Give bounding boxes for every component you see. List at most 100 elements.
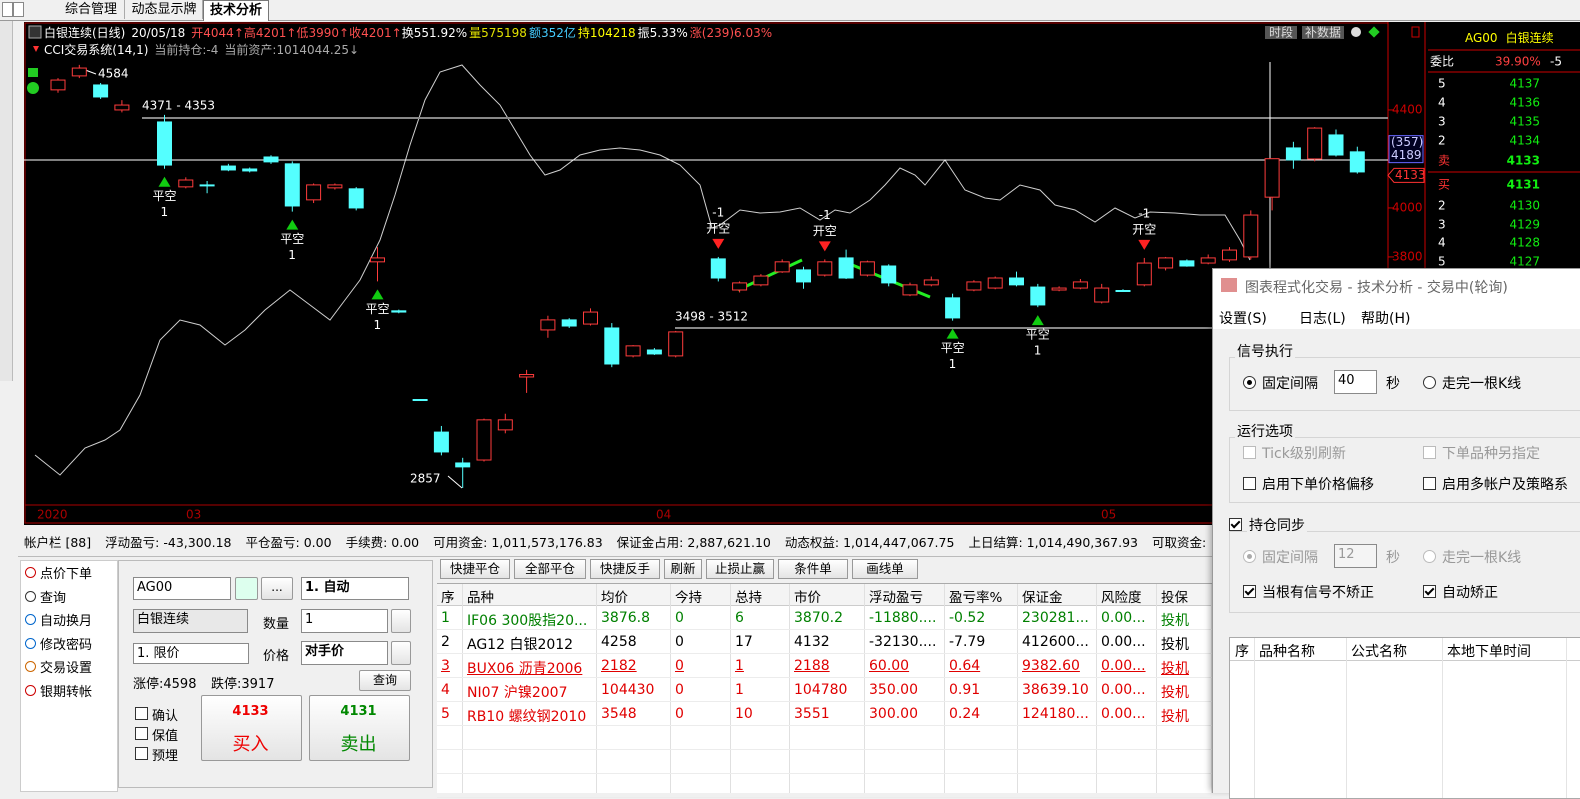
header-cell[interactable]: 序 — [441, 590, 455, 606]
price-type-select[interactable]: 1. 限价 — [133, 643, 249, 664]
cell[interactable]: -7.79 — [949, 634, 986, 650]
cell[interactable]: 0.64 — [949, 658, 981, 674]
tab-scroll-left[interactable] — [2, 2, 13, 17]
cell[interactable]: 104430 — [601, 682, 655, 698]
checkbox-label[interactable]: 下单品种另指定 — [1442, 446, 1540, 462]
checkbox[interactable] — [1243, 585, 1256, 598]
cell[interactable]: 0.00... — [1101, 682, 1146, 698]
action-button[interactable]: 快捷反手 — [590, 559, 660, 579]
cell[interactable]: -0.52 — [949, 610, 986, 626]
group-title[interactable]: 持仓同步 — [1247, 515, 1307, 535]
cell[interactable]: 0.24 — [949, 706, 981, 722]
header-cell[interactable]: 本地下单时间 — [1447, 644, 1531, 660]
action-button[interactable]: 画线单 — [852, 559, 918, 579]
header-cell[interactable]: 保证金 — [1022, 590, 1063, 606]
cell[interactable]: 1 — [441, 610, 450, 626]
action-button[interactable]: 快捷平仓 — [440, 559, 510, 579]
menu-item[interactable]: 银期转帐 — [40, 684, 93, 700]
interval-input[interactable]: 12 — [1334, 544, 1377, 568]
cell[interactable]: 投机 — [1161, 685, 1189, 701]
buy-price[interactable]: 4133 — [232, 704, 269, 719]
cell[interactable]: -32130.... — [869, 634, 937, 650]
lock-button[interactable] — [235, 577, 258, 600]
cell[interactable]: 0 — [675, 706, 684, 722]
header-cell[interactable]: 市价 — [794, 590, 821, 606]
cell[interactable]: 412600... — [1022, 634, 1089, 650]
menu-item[interactable]: 设置(S) — [1219, 311, 1267, 327]
settings-icon[interactable] — [1351, 27, 1361, 37]
button[interactable] — [1265, 26, 1297, 39]
radio[interactable] — [1423, 550, 1436, 563]
checkbox[interactable] — [1423, 446, 1436, 459]
cell[interactable]: AG12 白银2012 — [467, 637, 574, 653]
checkbox-label[interactable]: 自动矫正 — [1442, 585, 1498, 601]
radio-label[interactable]: 固定间隔 — [1262, 550, 1318, 566]
checkbox-label[interactable]: 当根有信号不矫正 — [1262, 585, 1374, 601]
cell[interactable]: 4132 — [794, 634, 830, 650]
cell[interactable]: 350.00 — [869, 682, 918, 698]
cell[interactable]: 124180... — [1022, 706, 1089, 722]
header-cell[interactable]: 品种名称 — [1259, 644, 1315, 660]
checkbox[interactable] — [135, 707, 148, 720]
cell[interactable]: 3548 — [601, 706, 637, 722]
more-button[interactable]: ... — [261, 577, 293, 600]
cell[interactable]: 投机 — [1161, 709, 1189, 725]
header-cell[interactable]: 风险度 — [1101, 590, 1142, 606]
header-cell[interactable]: 序 — [1235, 644, 1249, 660]
cell[interactable]: IF06 300股指20... — [467, 613, 588, 629]
checkbox[interactable] — [1243, 446, 1256, 459]
menu-item[interactable]: 点价下单 — [40, 567, 93, 582]
checkbox-label[interactable]: Tick级别刷新 — [1262, 446, 1346, 462]
qty-input[interactable]: 1 — [301, 609, 388, 633]
radio[interactable] — [1243, 550, 1256, 563]
radio[interactable] — [1423, 376, 1436, 389]
buy-button[interactable] — [201, 695, 302, 761]
checkbox-label[interactable]: 启用下单价格偏移 — [1262, 477, 1374, 493]
cell[interactable]: 9382.60 — [1022, 658, 1080, 674]
cell[interactable]: 2188 — [794, 658, 830, 674]
spinner[interactable] — [391, 641, 411, 665]
header-cell[interactable]: 今持 — [675, 590, 702, 606]
checkbox[interactable] — [135, 727, 148, 740]
tab[interactable]: 动态显示牌 — [126, 0, 203, 19]
mode-select[interactable]: 1. 自动 — [301, 577, 409, 600]
query-button[interactable]: 查询 — [359, 670, 411, 691]
cell[interactable]: 230281... — [1022, 610, 1089, 626]
cell[interactable]: -11880.... — [869, 610, 937, 626]
cell[interactable]: 0 — [675, 682, 684, 698]
cell[interactable]: 5 — [441, 706, 450, 722]
k-icon[interactable] — [28, 25, 42, 39]
cell[interactable]: 0.00... — [1101, 610, 1146, 626]
cell[interactable]: 0 — [675, 634, 684, 650]
cell[interactable]: 4258 — [601, 634, 637, 650]
menu-item[interactable]: 日志(L) — [1299, 311, 1346, 327]
cell[interactable]: 3876.8 — [601, 610, 650, 626]
action-button[interactable]: 止损止赢 — [706, 559, 774, 579]
checkbox[interactable] — [135, 747, 148, 760]
cell[interactable]: 投机 — [1161, 637, 1189, 653]
sell-price[interactable]: 4131 — [340, 704, 377, 719]
button-label[interactable]: 时段 — [1269, 25, 1293, 40]
cell[interactable]: BUX06 沥青2006 — [467, 661, 583, 677]
cell[interactable]: NI07 沪镍2007 — [467, 685, 568, 701]
cell[interactable]: 60.00 — [869, 658, 910, 674]
cell[interactable]: 38639.10 — [1022, 682, 1089, 698]
button[interactable] — [1302, 26, 1344, 39]
checkbox[interactable] — [1423, 477, 1436, 490]
menu-item[interactable]: 查询 — [40, 590, 67, 606]
radio-label[interactable]: 固定间隔 — [1262, 376, 1318, 392]
button-label[interactable]: 补数据 — [1305, 25, 1341, 40]
panel-icon[interactable] — [1411, 26, 1420, 38]
sell-label[interactable]: 卖出 — [340, 734, 377, 755]
header-cell[interactable]: 浮动盈亏 — [869, 590, 923, 606]
header-cell[interactable]: 均价 — [601, 590, 628, 606]
menu-item[interactable]: 修改密码 — [40, 637, 93, 653]
action-button[interactable]: 全部平仓 — [514, 559, 586, 579]
tab[interactable]: 综合管理 — [58, 0, 125, 19]
sell-button[interactable] — [309, 695, 410, 761]
cell[interactable]: 0.91 — [949, 682, 981, 698]
radio[interactable] — [1243, 376, 1256, 389]
cell[interactable]: 0 — [675, 610, 684, 626]
cell[interactable]: 0.00... — [1101, 706, 1146, 722]
cell[interactable]: 投机 — [1161, 661, 1189, 677]
